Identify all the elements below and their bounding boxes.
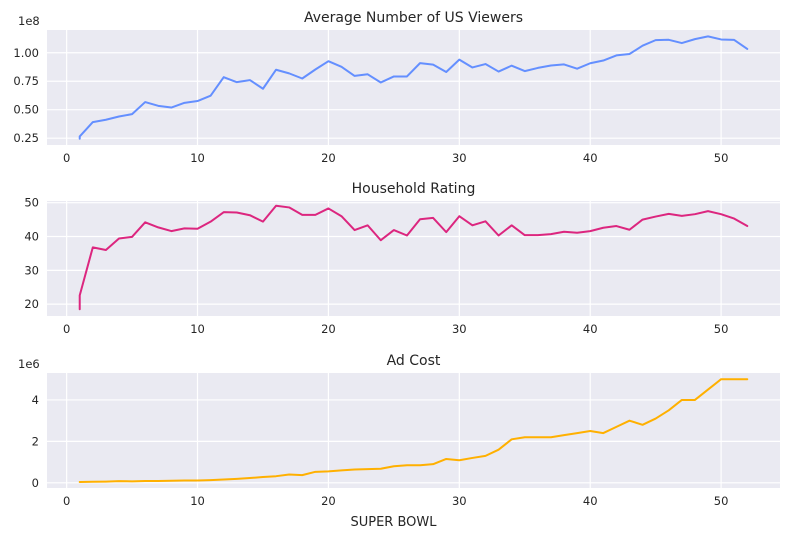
y-tick-label: 0.50: [13, 103, 39, 117]
x-tick-label: 0: [63, 322, 70, 336]
y-tick-label: 0.75: [13, 74, 39, 88]
x-tick-label: 50: [714, 494, 729, 508]
y-tick-label: 0: [32, 476, 39, 490]
series-line: [78, 378, 749, 483]
chart-panel-3: 0 10 20 30 40 50 0 2 4 Ad Cost 1e6 SUPER BOWL: [18, 353, 780, 530]
chart-panel-1: 0 10 20 30 40 50 0.25 0.50 0.75 1.00 Average Numbe…: [13, 10, 780, 165]
chart-title: Average Number of US Viewers: [304, 10, 523, 26]
y-axis-offset-label: 1e6: [18, 357, 40, 371]
x-tick-label: 30: [452, 322, 467, 336]
plot-area: [47, 30, 780, 145]
x-tick-label: 40: [583, 151, 598, 165]
y-tick-label: 2: [32, 434, 39, 448]
x-tick-label: 10: [190, 322, 205, 336]
x-tick-label: 40: [583, 494, 598, 508]
x-tick-label: 20: [321, 322, 336, 336]
x-tick-label: 30: [452, 151, 467, 165]
x-tick-label: 10: [190, 494, 205, 508]
chart-title: Household Rating: [352, 181, 476, 197]
y-tick-label: 4: [32, 393, 39, 407]
plot-area: [47, 201, 780, 316]
chart-panel-2: 0 10 20 30 40 50 20 30 40 50 Household Rating: [24, 181, 780, 336]
x-tick-label: 10: [190, 151, 205, 165]
x-tick-label: 0: [63, 151, 70, 165]
y-tick-label: 40: [24, 230, 39, 244]
y-tick-label: 1.00: [13, 46, 39, 60]
x-tick-label: 0: [63, 494, 70, 508]
chart-title: Ad Cost: [387, 353, 441, 369]
x-axis-label: SUPER BOWL: [350, 515, 437, 530]
y-tick-label: 20: [24, 297, 39, 311]
series-line: [78, 35, 749, 140]
y-tick-label: 0.25: [13, 131, 39, 145]
series-line: [78, 204, 749, 311]
y-tick-label: 30: [24, 263, 39, 277]
x-tick-label: 50: [714, 151, 729, 165]
x-tick-label: 20: [321, 494, 336, 508]
y-tick-label: 50: [24, 196, 39, 210]
x-tick-label: 40: [583, 322, 598, 336]
y-axis-offset-label: 1e8: [18, 14, 40, 28]
x-tick-label: 20: [321, 151, 336, 165]
x-tick-label: 50: [714, 322, 729, 336]
plot-area: [47, 373, 780, 488]
x-tick-label: 30: [452, 494, 467, 508]
